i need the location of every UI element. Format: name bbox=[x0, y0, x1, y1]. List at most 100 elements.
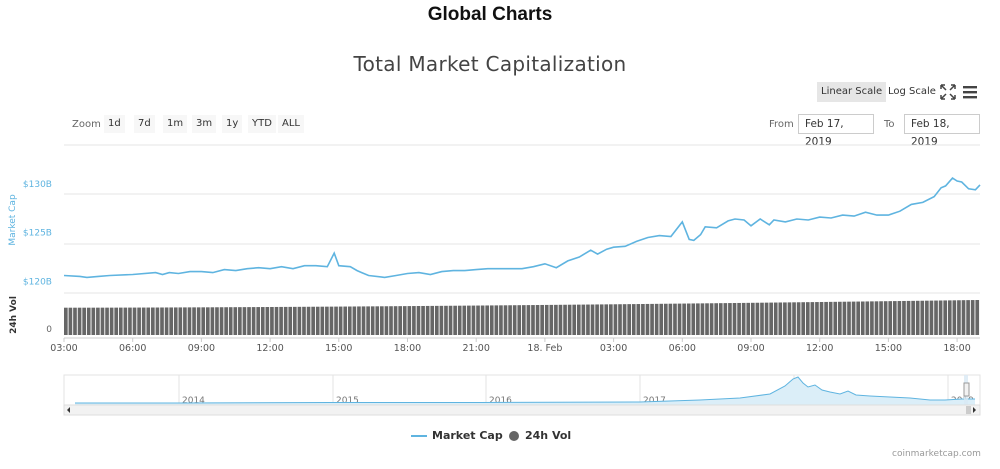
volume-bar bbox=[856, 301, 860, 335]
volume-bar bbox=[920, 300, 925, 335]
scroll-right-arrow-icon[interactable] bbox=[973, 407, 976, 413]
volume-bar bbox=[471, 305, 476, 335]
volume-bar bbox=[192, 307, 196, 335]
volume-bar bbox=[947, 300, 952, 335]
volume-bar bbox=[714, 303, 719, 335]
volume-bar bbox=[604, 304, 609, 335]
volume-bar bbox=[370, 306, 375, 335]
volume-bar bbox=[375, 306, 380, 335]
credit-link[interactable]: coinmarketcap.com bbox=[892, 449, 981, 459]
fullscreen-icon[interactable] bbox=[940, 84, 956, 100]
volume-bar bbox=[682, 303, 686, 335]
volume-bar bbox=[815, 302, 819, 335]
navigator-year-label: 2014 bbox=[182, 396, 205, 406]
volume-bar bbox=[563, 304, 567, 335]
volume-bar bbox=[906, 300, 911, 335]
volume-bar bbox=[865, 301, 870, 335]
volume-bar bbox=[251, 307, 256, 335]
volume-bar bbox=[105, 307, 109, 335]
volume-bar bbox=[737, 302, 741, 335]
volume-bar bbox=[769, 302, 773, 335]
volume-bar bbox=[586, 304, 590, 335]
volume-bar bbox=[805, 302, 810, 335]
x-tick-label: 03:00 bbox=[50, 343, 77, 354]
volume-bar bbox=[297, 306, 302, 335]
volume-bar bbox=[764, 302, 769, 335]
volume-bar bbox=[847, 301, 851, 335]
hamburger-menu-icon[interactable] bbox=[963, 85, 977, 99]
navigator-area bbox=[75, 377, 975, 405]
zoom-button-1y[interactable]: 1y bbox=[222, 115, 243, 133]
zoom-label: Zoom bbox=[72, 119, 101, 130]
volume-bar bbox=[654, 303, 659, 335]
volume-bar bbox=[902, 300, 906, 335]
volume-bar bbox=[526, 305, 531, 335]
volume-bar bbox=[544, 304, 549, 335]
volume-bar bbox=[512, 305, 517, 335]
volume-bar bbox=[828, 301, 833, 335]
volume-bar bbox=[627, 304, 631, 335]
volume-bar bbox=[957, 300, 961, 335]
volume-bar bbox=[879, 301, 883, 335]
scroll-left-arrow-icon[interactable] bbox=[67, 407, 70, 413]
volume-bar bbox=[888, 301, 893, 335]
volume-bar bbox=[613, 304, 618, 335]
volume-bar bbox=[700, 303, 705, 335]
x-tick-label: 12:00 bbox=[256, 343, 283, 354]
volume-bar bbox=[265, 307, 270, 335]
volume-bar bbox=[279, 306, 283, 335]
navigator-handle[interactable] bbox=[963, 382, 970, 397]
volume-bar bbox=[270, 306, 274, 335]
volume-bar bbox=[691, 303, 696, 335]
volume-bar bbox=[540, 304, 544, 335]
volume-bar bbox=[751, 302, 755, 335]
volume-bar bbox=[238, 307, 242, 335]
volume-bar bbox=[173, 307, 178, 335]
volume-bar bbox=[833, 301, 838, 335]
volume-bar bbox=[219, 307, 224, 335]
volume-bar bbox=[499, 305, 503, 335]
volume-bar bbox=[366, 306, 370, 335]
linear-scale-button[interactable]: Linear Scale bbox=[817, 82, 887, 102]
volume-bar bbox=[558, 304, 563, 335]
volume-bar bbox=[696, 303, 700, 335]
volume-bar bbox=[961, 300, 966, 335]
navigator-scrollbar[interactable] bbox=[63, 404, 981, 416]
volume-bar bbox=[783, 302, 787, 335]
volume-bar bbox=[357, 306, 361, 335]
volume-bar bbox=[146, 307, 151, 335]
page-title: Global Charts bbox=[427, 4, 553, 25]
volume-bar bbox=[860, 301, 865, 335]
volume-bar bbox=[228, 307, 233, 335]
log-scale-button[interactable]: Log Scale bbox=[888, 86, 936, 97]
zoom-button-1d[interactable]: 1d bbox=[104, 115, 125, 133]
zoom-button-3m[interactable]: 3m bbox=[192, 115, 217, 133]
x-tick-label: 15:00 bbox=[875, 343, 902, 354]
volume-bar bbox=[242, 307, 247, 335]
volume-bar bbox=[164, 307, 169, 335]
volume-bar bbox=[522, 305, 526, 335]
scrollbar-thumb[interactable] bbox=[966, 406, 971, 414]
x-tick-label: 06:00 bbox=[119, 343, 146, 354]
volume-bar bbox=[911, 300, 915, 335]
legend-market-cap[interactable]: Market Cap bbox=[432, 429, 503, 442]
volume-bar bbox=[82, 307, 86, 335]
volume-bar bbox=[686, 303, 691, 335]
volume-bar bbox=[567, 304, 572, 335]
vol-axis-tick: 0 bbox=[46, 325, 52, 335]
zoom-button-7d[interactable]: 7d bbox=[134, 115, 155, 133]
volume-bar bbox=[467, 305, 471, 335]
zoom-button-all[interactable]: ALL bbox=[278, 115, 304, 133]
zoom-button-ytd[interactable]: YTD bbox=[248, 115, 276, 133]
volume-bar bbox=[380, 306, 384, 335]
volume-bar bbox=[73, 307, 77, 335]
volume-bar bbox=[352, 306, 357, 335]
volume-bar bbox=[224, 307, 228, 335]
x-tick-label: 18. Feb bbox=[527, 343, 562, 354]
volume-bar bbox=[819, 301, 824, 335]
volume-bar bbox=[412, 306, 416, 335]
volume-bar bbox=[883, 301, 888, 335]
zoom-button-1m[interactable]: 1m bbox=[163, 115, 188, 133]
legend-24h-vol[interactable]: 24h Vol bbox=[525, 429, 572, 442]
x-tick-label: 15:00 bbox=[325, 343, 352, 354]
